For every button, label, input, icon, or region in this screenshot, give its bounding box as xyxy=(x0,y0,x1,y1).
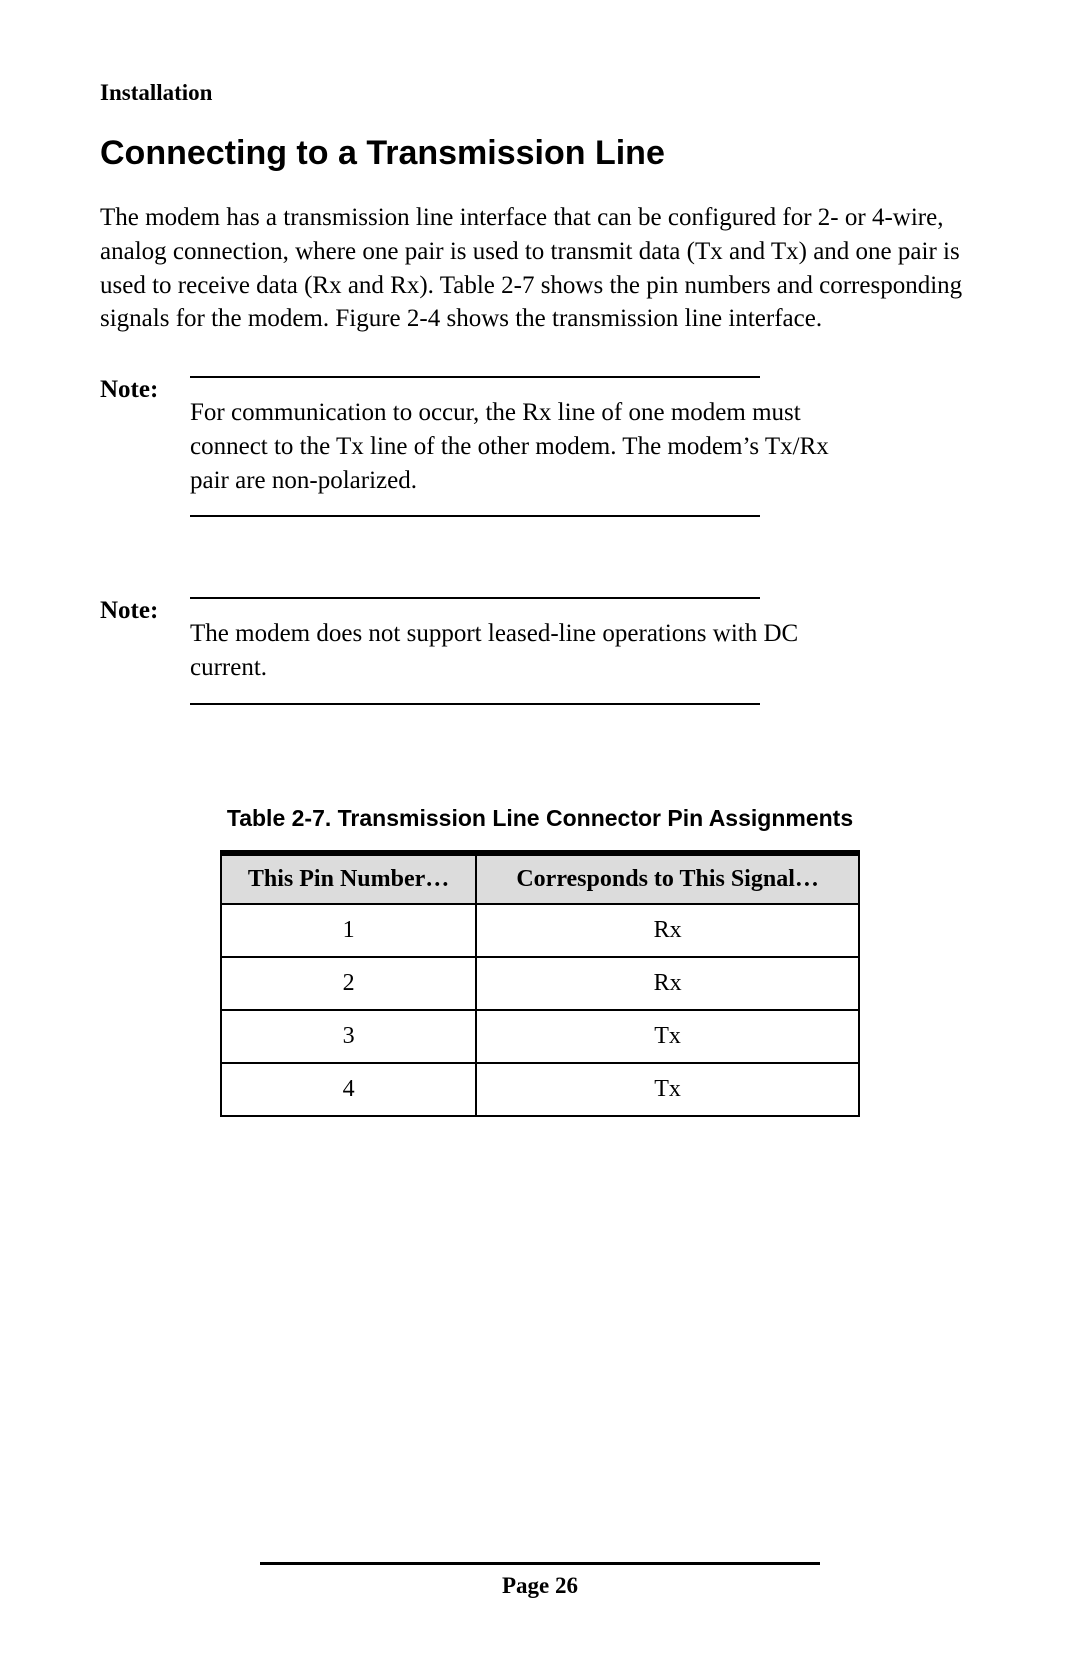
table-cell-signal: Tx xyxy=(476,1010,859,1063)
document-page: Installation Connecting to a Transmissio… xyxy=(0,0,1080,1669)
page-title: Connecting to a Transmission Line xyxy=(100,134,980,173)
table-cell-pin: 3 xyxy=(221,1010,476,1063)
table-row: 4 Tx xyxy=(221,1063,859,1116)
note-text: The modem does not support leased-line o… xyxy=(190,617,840,685)
note-rule-top xyxy=(190,597,760,599)
note-rule-bottom xyxy=(190,515,760,517)
table-row: 1 Rx xyxy=(221,904,859,957)
note-block: Note: The modem does not support leased-… xyxy=(100,597,980,705)
table-cell-pin: 4 xyxy=(221,1063,476,1116)
table-cell-signal: Rx xyxy=(476,904,859,957)
note-gap xyxy=(100,557,980,597)
page-footer: Page 26 xyxy=(0,1562,1080,1599)
note-block: Note: For communication to occur, the Rx… xyxy=(100,376,980,517)
note-body: The modem does not support leased-line o… xyxy=(190,597,980,705)
table-row: 3 Tx xyxy=(221,1010,859,1063)
table-row: 2 Rx xyxy=(221,957,859,1010)
section-label: Installation xyxy=(100,80,980,106)
note-rule-bottom xyxy=(190,703,760,705)
note-label: Note: xyxy=(100,376,190,404)
note-rule-top xyxy=(190,376,760,378)
page-number: Page 26 xyxy=(0,1573,1080,1599)
table-caption: Table 2-7. Transmission Line Connector P… xyxy=(100,805,980,832)
pin-table: This Pin Number… Corresponds to This Sig… xyxy=(220,850,860,1117)
table-header-cell: Corresponds to This Signal… xyxy=(476,853,859,904)
table-cell-pin: 1 xyxy=(221,904,476,957)
note-body: For communication to occur, the Rx line … xyxy=(190,376,980,517)
table-header-row: This Pin Number… Corresponds to This Sig… xyxy=(221,853,859,904)
body-paragraph: The modem has a transmission line interf… xyxy=(100,201,980,336)
table-header-cell: This Pin Number… xyxy=(221,853,476,904)
table-cell-signal: Tx xyxy=(476,1063,859,1116)
note-text: For communication to occur, the Rx line … xyxy=(190,396,840,497)
note-label: Note: xyxy=(100,597,190,625)
footer-rule xyxy=(260,1562,820,1565)
spacer xyxy=(100,745,980,805)
table-cell-signal: Rx xyxy=(476,957,859,1010)
table-cell-pin: 2 xyxy=(221,957,476,1010)
